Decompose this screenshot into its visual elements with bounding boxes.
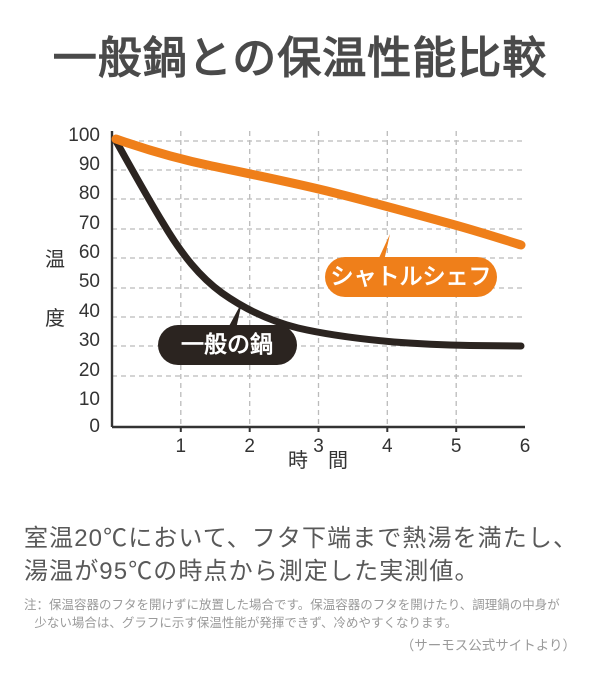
svg-text:シャトルシェフ: シャトルシェフ <box>331 263 492 289</box>
svg-text:10: 10 <box>79 389 100 410</box>
svg-text:5: 5 <box>451 436 462 457</box>
svg-text:4: 4 <box>382 436 393 457</box>
svg-text:温: 温 <box>45 248 65 271</box>
svg-text:20: 20 <box>79 360 100 381</box>
svg-text:2: 2 <box>244 436 255 457</box>
svg-text:60: 60 <box>79 242 100 263</box>
svg-text:6: 6 <box>520 436 531 457</box>
svg-text:50: 50 <box>79 271 100 292</box>
svg-text:70: 70 <box>79 213 100 234</box>
svg-text:80: 80 <box>79 183 100 204</box>
svg-text:30: 30 <box>79 330 100 351</box>
svg-text:40: 40 <box>79 301 100 322</box>
svg-text:度: 度 <box>45 307 65 330</box>
svg-text:一般の鍋: 一般の鍋 <box>181 331 273 357</box>
svg-text:100: 100 <box>68 125 100 146</box>
svg-text:0: 0 <box>89 416 100 437</box>
svg-text:時 間: 時 間 <box>288 449 348 470</box>
svg-text:90: 90 <box>79 154 100 175</box>
svg-text:1: 1 <box>176 436 187 457</box>
